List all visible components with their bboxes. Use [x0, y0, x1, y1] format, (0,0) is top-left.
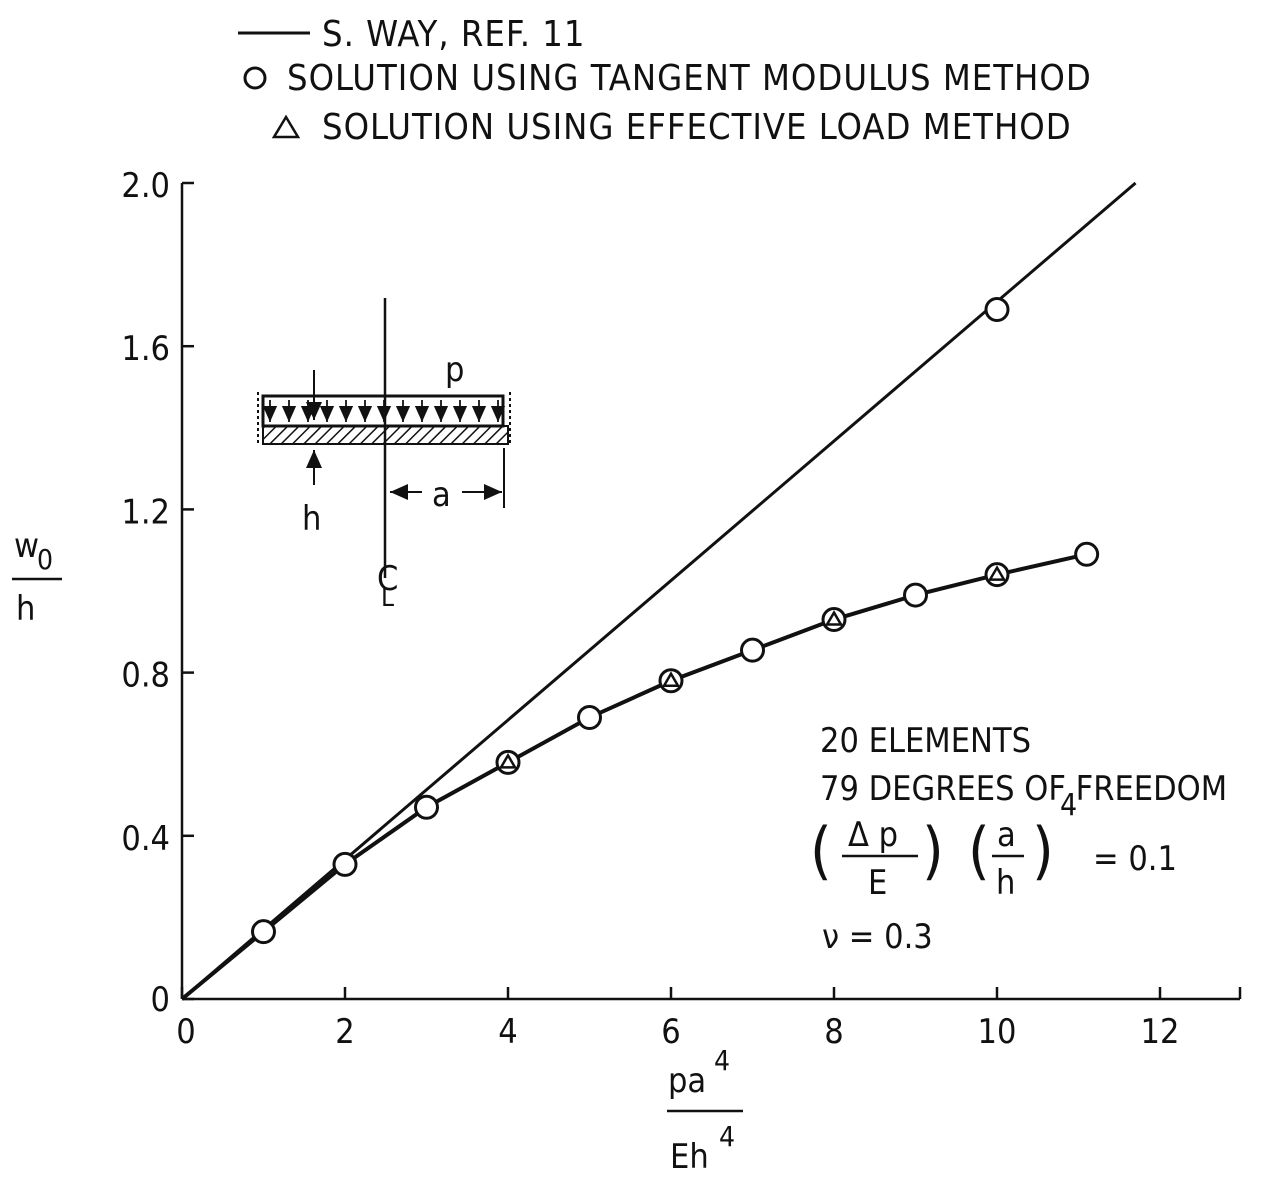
tangent-point — [414, 794, 439, 820]
annotation-poisson: ν = 0.3 — [822, 917, 933, 957]
plate-load-box — [261, 394, 505, 428]
x-tick-label: 10 — [978, 1012, 1017, 1052]
x-label-numerator: pa — [668, 1061, 706, 1101]
inset-label-centerline-sub: L — [381, 583, 394, 613]
y-tick-label: 2.0 — [121, 166, 170, 206]
tangent-point — [332, 851, 358, 877]
y-axis-label: w 0 h — [12, 526, 62, 629]
inset-label-p: p — [445, 350, 464, 390]
inset-label-a: a — [432, 475, 451, 515]
inset-label-centerline: C — [377, 559, 398, 599]
annotation-h: h — [996, 863, 1015, 903]
annotation-load-value: = 0.1 — [1093, 839, 1177, 879]
paren-right-2: ) — [1032, 814, 1054, 887]
x-tick-label: 0 — [176, 1012, 195, 1052]
annotation-elements: 20 ELEMENTS — [820, 721, 1031, 761]
plate-diagram-inset: p h a C L — [257, 298, 511, 613]
y-label-denominator: h — [16, 589, 35, 629]
legend: S. WAY, REF. 11 SOLUTION USING TANGENT M… — [238, 14, 1092, 148]
legend-label-tangent: SOLUTION USING TANGENT MODULUS METHOD — [287, 58, 1092, 99]
x-label-numerator-sup: 4 — [714, 1044, 730, 1077]
x-tick-label: 12 — [1141, 1012, 1180, 1052]
tangent-point — [577, 704, 602, 730]
y-ticks: 0 0.4 0.8 1.2 1.6 2.0 — [121, 166, 194, 1020]
effective-point — [498, 752, 518, 769]
x-tick-label: 4 — [498, 1012, 517, 1052]
annotation-delta-p: Δ p — [848, 815, 898, 855]
effective-point — [987, 565, 1007, 581]
annotation-dof: 79 DEGREES OF FREEDOM — [820, 769, 1227, 809]
y-tick-label: 1.6 — [121, 329, 170, 369]
annotation-a: a — [997, 815, 1016, 855]
y-tick-label: 0 — [151, 980, 170, 1020]
series-effective-points — [498, 565, 1007, 769]
y-tick-label: 0.8 — [121, 656, 170, 696]
x-tick-label: 2 — [335, 1012, 354, 1052]
tangent-point — [984, 296, 1010, 322]
x-tick-label: 8 — [824, 1012, 843, 1052]
y-tick-label: 1.2 — [121, 492, 170, 532]
annotation-exponent: 4 — [1060, 788, 1077, 823]
paren-right-1: ) — [922, 814, 944, 887]
x-label-denominator-sup: 4 — [719, 1120, 735, 1153]
series-tangent-points — [251, 296, 1100, 945]
legend-circle-swatch — [243, 66, 267, 90]
tangent-point — [1074, 541, 1100, 567]
annotation-block: 20 ELEMENTS 79 DEGREES OF FREEDOM ( Δ p … — [810, 721, 1227, 957]
paren-left-1: ( — [810, 814, 832, 887]
annotation-E: E — [868, 863, 887, 903]
legend-triangle-swatch — [271, 114, 301, 139]
legend-label-sway: S. WAY, REF. 11 — [322, 14, 585, 55]
tangent-point — [740, 637, 765, 663]
inset-label-h: h — [302, 499, 321, 539]
legend-label-effective: SOLUTION USING EFFECTIVE LOAD METHOD — [322, 107, 1072, 148]
series-tangent-curve — [180, 552, 1088, 1001]
x-ticks: 0 2 4 6 8 10 12 — [176, 987, 1242, 1052]
paren-left-2: ( — [968, 814, 990, 887]
effective-point — [661, 671, 681, 688]
tangent-point — [903, 582, 928, 608]
y-label-numerator-sub: 0 — [37, 543, 53, 576]
x-axis-label: pa 4 Eh 4 — [667, 1044, 743, 1177]
axes: 0 2 4 6 8 10 12 0 0.4 0.8 1.2 1.6 2.0 — [121, 166, 1242, 1052]
tangent-point — [251, 919, 276, 945]
x-tick-label: 6 — [661, 1012, 680, 1052]
y-label-numerator: w — [14, 526, 39, 566]
x-label-denominator: Eh — [670, 1137, 709, 1177]
y-tick-label: 0.4 — [121, 819, 170, 859]
effective-point — [824, 610, 844, 626]
